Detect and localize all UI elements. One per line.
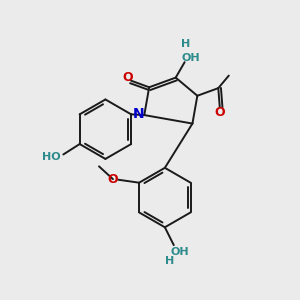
Text: H: H <box>165 256 174 266</box>
Text: N: N <box>133 106 145 121</box>
Text: O: O <box>108 172 118 186</box>
Text: H: H <box>182 39 191 49</box>
Text: O: O <box>214 106 225 119</box>
Text: O: O <box>123 70 134 84</box>
Text: OH: OH <box>182 53 200 63</box>
Text: HO: HO <box>42 152 61 161</box>
Text: OH: OH <box>170 247 189 256</box>
